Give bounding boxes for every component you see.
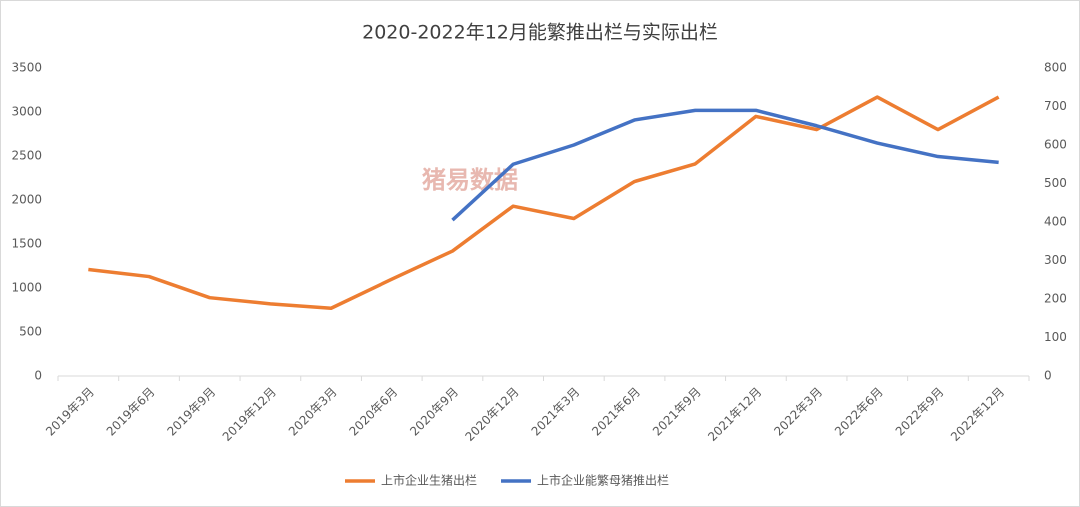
y2-tick-label: 600 (1044, 138, 1067, 152)
y2-tick-label: 0 (1044, 369, 1052, 383)
y2-tick-label: 500 (1044, 176, 1067, 190)
legend-label: 上市企业能繁母猪推出栏 (537, 473, 669, 488)
y-tick-label: 3500 (11, 61, 42, 75)
y-tick-label: 1000 (11, 281, 42, 295)
y2-tick-label: 200 (1044, 292, 1067, 306)
y-tick-label: 1500 (11, 237, 42, 251)
legend-label: 上市企业生猪出栏 (381, 473, 477, 488)
y2-tick-label: 100 (1044, 330, 1067, 344)
y-tick-label: 2500 (11, 149, 42, 163)
y2-tick-label: 300 (1044, 253, 1067, 267)
y2-tick-label: 400 (1044, 215, 1067, 229)
y-tick-label: 500 (19, 325, 42, 339)
y2-tick-label: 800 (1044, 61, 1067, 75)
watermark: 猪易数据 (422, 166, 518, 194)
series-line (88, 95, 1000, 310)
y-tick-label: 0 (34, 369, 42, 383)
y2-tick-label: 700 (1044, 99, 1067, 113)
y-tick-label: 3000 (11, 105, 42, 119)
chart-title: 2020-2022年12月能繁推出栏与实际出栏 (362, 22, 718, 44)
y-tick-label: 2000 (11, 193, 42, 207)
series-line (451, 108, 999, 222)
